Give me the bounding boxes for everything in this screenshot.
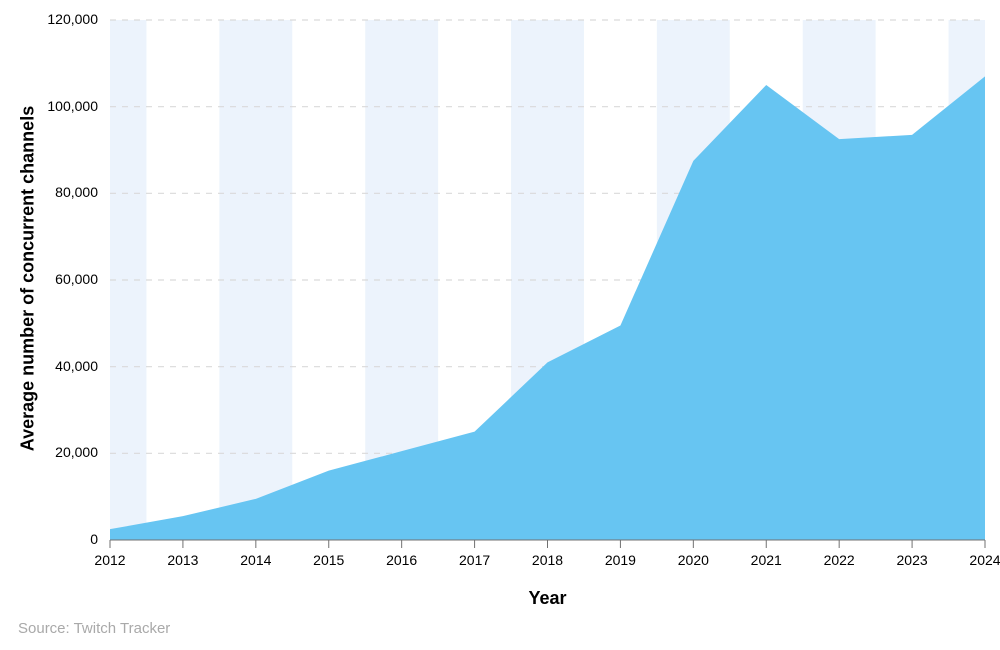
x-tick-label: 2024 [955,552,1000,568]
x-axis-label: Year [110,588,985,609]
chart-source-text: Source: Twitch Tracker [18,620,170,637]
y-tick-label: 20,000 [0,444,98,460]
y-tick-label: 80,000 [0,184,98,200]
x-tick-label: 2018 [518,552,578,568]
x-tick-label: 2021 [736,552,796,568]
y-tick-label: 40,000 [0,358,98,374]
x-tick-label: 2016 [372,552,432,568]
x-tick-label: 2020 [663,552,723,568]
y-tick-label: 0 [0,531,98,547]
y-tick-label: 60,000 [0,271,98,287]
x-tick-label: 2014 [226,552,286,568]
y-tick-label: 100,000 [0,98,98,114]
x-tick-label: 2017 [445,552,505,568]
chart-container: Average number of concurrent channels Ye… [0,0,1000,650]
y-tick-label: 120,000 [0,11,98,27]
x-tick-label: 2019 [590,552,650,568]
x-tick-label: 2022 [809,552,869,568]
x-tick-label: 2012 [80,552,140,568]
x-tick-label: 2015 [299,552,359,568]
x-tick-label: 2023 [882,552,942,568]
x-tick-label: 2013 [153,552,213,568]
